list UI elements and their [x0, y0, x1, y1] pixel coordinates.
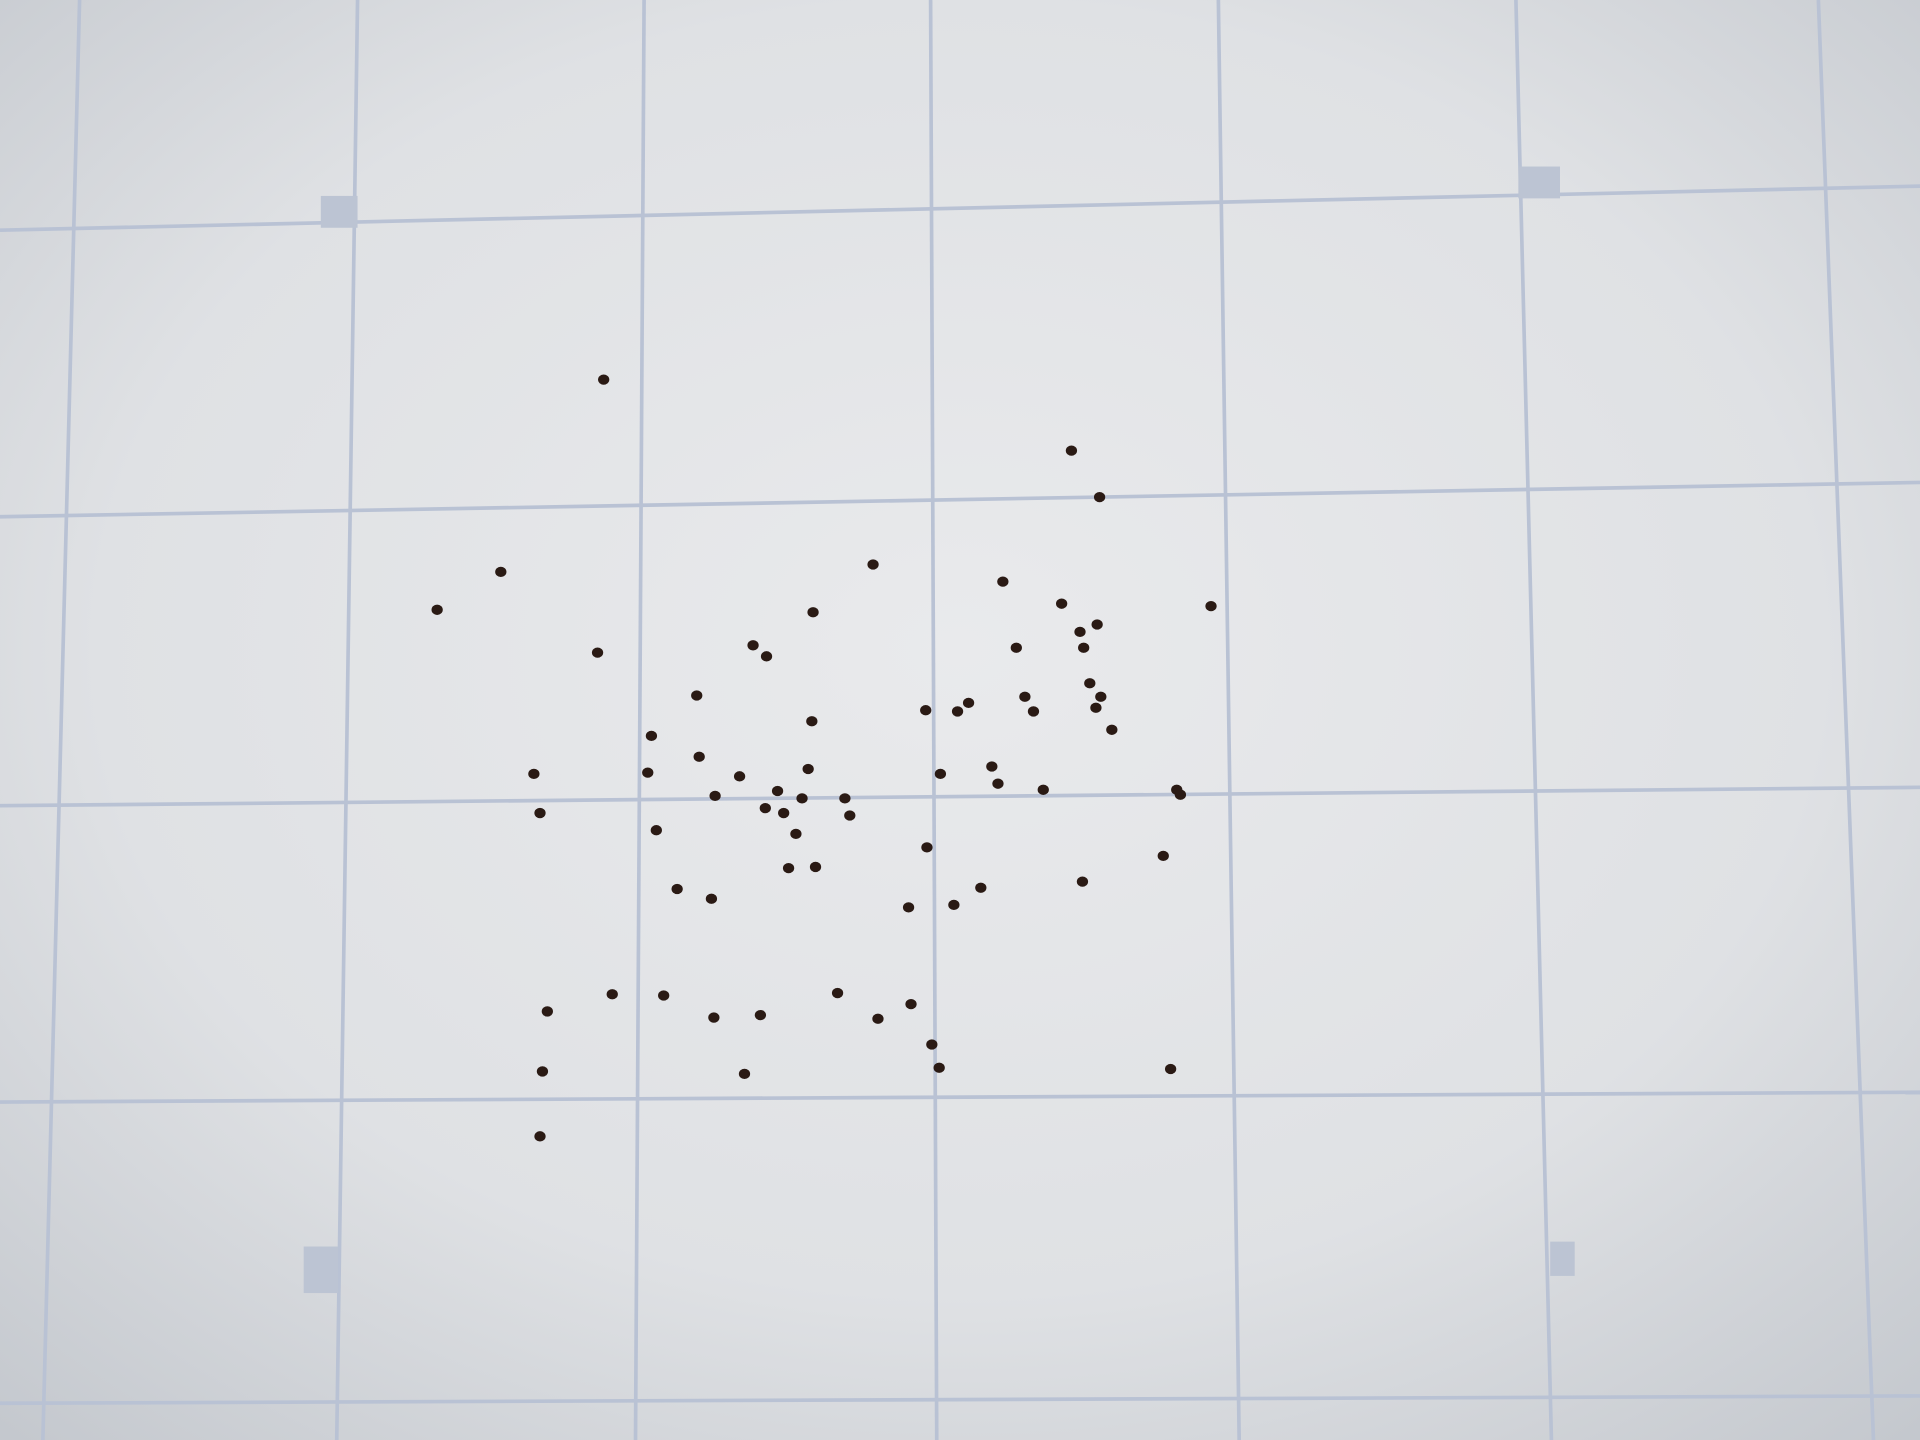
registration-marks	[303, 166, 1575, 1294]
seed	[1078, 642, 1090, 653]
seed	[1093, 492, 1106, 503]
seed	[796, 793, 808, 804]
seed	[705, 893, 718, 904]
seed	[975, 882, 987, 893]
seed	[1056, 598, 1068, 609]
seed	[598, 374, 610, 385]
seed	[867, 559, 879, 570]
seed	[926, 1039, 938, 1050]
seed	[1074, 626, 1086, 637]
seed	[920, 705, 932, 716]
seed	[760, 651, 773, 662]
seed	[1157, 850, 1169, 862]
seeds	[431, 374, 1217, 1142]
seed	[693, 751, 705, 762]
seed	[754, 1009, 767, 1021]
seed	[1174, 789, 1187, 800]
seed	[658, 990, 670, 1001]
seed	[759, 803, 771, 814]
grid-line	[1816, 0, 1876, 1440]
grid-line	[0, 184, 1920, 233]
seed	[671, 883, 683, 895]
seed	[934, 768, 947, 780]
seed	[997, 576, 1009, 587]
seed	[948, 899, 960, 911]
seed	[782, 863, 795, 874]
seed	[1037, 784, 1049, 795]
seed	[1027, 706, 1040, 717]
seed	[933, 1062, 945, 1073]
seed	[642, 767, 654, 778]
registration-mark	[320, 195, 358, 228]
seed	[790, 828, 802, 840]
seed	[839, 793, 851, 804]
seed	[606, 989, 618, 1000]
seed	[802, 763, 814, 775]
seed	[747, 640, 759, 651]
seed	[431, 604, 443, 615]
seed	[708, 1012, 720, 1023]
seed	[733, 771, 746, 782]
seed	[992, 778, 1004, 789]
grid-line	[928, 0, 939, 1440]
seed	[1010, 642, 1022, 653]
seed	[1095, 691, 1107, 702]
grid-line	[0, 785, 1920, 808]
seed	[771, 785, 784, 797]
seed	[591, 647, 604, 658]
seed	[1090, 702, 1102, 713]
seed	[534, 1131, 546, 1142]
seed	[778, 807, 790, 819]
seed	[495, 566, 507, 577]
seed	[962, 697, 975, 708]
registration-mark	[303, 1246, 338, 1294]
seed	[1164, 1063, 1177, 1075]
grid-line	[41, 0, 82, 1440]
seed	[1019, 691, 1031, 702]
grid-line	[1216, 0, 1242, 1440]
registration-mark	[1518, 166, 1560, 199]
seed	[1065, 445, 1078, 456]
seed	[807, 607, 819, 618]
seed	[738, 1068, 751, 1080]
seed	[650, 825, 662, 836]
seed	[951, 706, 964, 717]
grid-line	[0, 480, 1920, 519]
grid-line	[1514, 0, 1554, 1440]
seed	[1084, 678, 1096, 689]
seed	[844, 810, 856, 821]
seed	[921, 842, 933, 853]
grid-line	[334, 0, 360, 1440]
seed	[534, 807, 546, 819]
seed	[709, 790, 721, 802]
seed	[809, 861, 822, 873]
registration-mark	[1550, 1241, 1575, 1276]
seed	[902, 902, 915, 913]
grid-line	[633, 0, 646, 1440]
seed	[806, 716, 818, 727]
seed	[986, 761, 998, 772]
grid-line	[0, 1394, 1920, 1406]
grid-line	[0, 1090, 1920, 1104]
seed	[536, 1066, 549, 1077]
seed	[528, 768, 540, 780]
seed	[831, 987, 844, 999]
seed	[1106, 724, 1118, 735]
seed	[1091, 619, 1103, 630]
seed	[691, 690, 703, 701]
seed	[872, 1013, 884, 1024]
seed	[645, 730, 658, 742]
seed	[1205, 600, 1217, 612]
seed	[541, 1006, 553, 1017]
seed	[905, 998, 917, 1010]
seed	[1076, 876, 1089, 887]
